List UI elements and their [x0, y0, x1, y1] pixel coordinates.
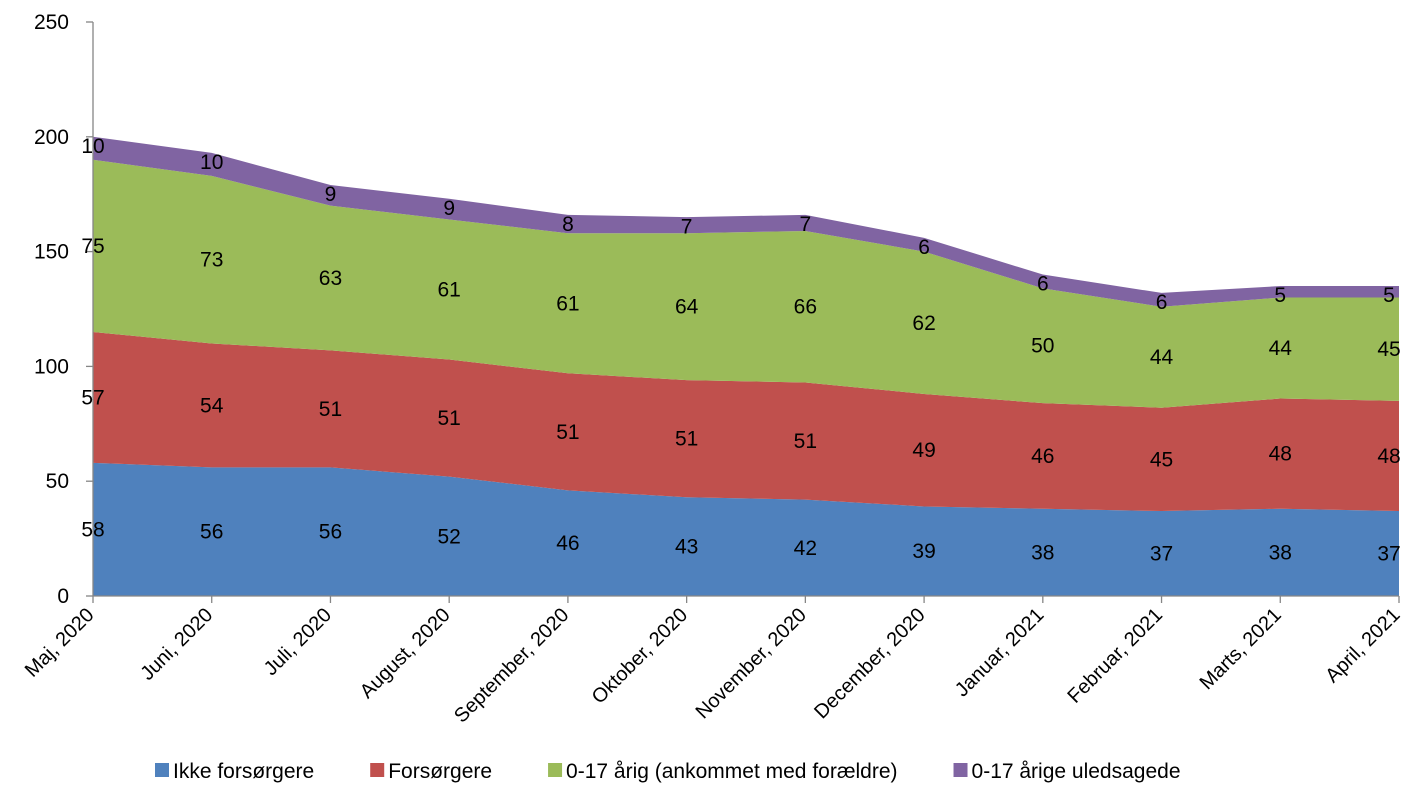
y-tick-label: 250 [34, 11, 69, 34]
data-label-fors-rgere: 46 [1031, 445, 1054, 468]
data-label-0-17-rige-uledsagede: 9 [443, 197, 455, 220]
x-tick-label: Maj, 2020 [21, 604, 99, 682]
data-label-0-17-rige-uledsagede: 5 [1383, 284, 1395, 307]
data-label-fors-rgere: 45 [1150, 448, 1173, 471]
data-label-0-17-rige-uledsagede: 6 [918, 236, 930, 259]
data-label-ikke-fors-rgere: 56 [200, 521, 223, 544]
data-label-fors-rgere: 49 [912, 439, 935, 462]
x-tick-label: Juni, 2020 [136, 604, 217, 685]
data-label-0-17-rige-uledsagede: 10 [200, 151, 223, 174]
y-tick-label: 50 [46, 470, 69, 493]
data-label-0-17-rige-uledsagede: 6 [1037, 273, 1049, 296]
data-label-fors-rgere: 54 [200, 394, 224, 417]
data-label-0-17-rig-ankommet-med-for-ldre: 64 [675, 296, 699, 319]
area-ikke-fors-rgere [93, 462, 1399, 596]
data-label-ikke-fors-rgere: 56 [319, 521, 342, 544]
x-tick-label: September, 2020 [450, 604, 573, 727]
legend-swatch-0-17-rig-ankommet-med-for-ldre [548, 763, 563, 777]
area-series-group [93, 136, 1399, 596]
y-tick-label: 100 [34, 355, 69, 378]
data-label-0-17-rige-uledsagede: 10 [81, 135, 104, 158]
data-label-fors-rgere: 48 [1269, 443, 1292, 466]
data-label-0-17-rig-ankommet-med-for-ldre: 45 [1377, 338, 1400, 361]
data-label-fors-rgere: 51 [438, 407, 461, 430]
area-0-17-rige-uledsagede [93, 136, 1399, 307]
legend-label-0-17-rig-ankommet-med-for-ldre: 0-17 årig (ankommet med forældre) [566, 760, 897, 783]
x-tick-label: November, 2020 [692, 604, 811, 723]
data-label-0-17-rig-ankommet-med-for-ldre: 61 [438, 278, 461, 301]
data-label-0-17-rig-ankommet-med-for-ldre: 73 [200, 249, 223, 272]
data-label-0-17-rig-ankommet-med-for-ldre: 62 [912, 312, 935, 335]
data-label-ikke-fors-rgere: 52 [438, 525, 461, 548]
legend-label-ikke-fors-rgere: Ikke forsørgere [173, 760, 314, 783]
data-label-0-17-rig-ankommet-med-for-ldre: 50 [1031, 335, 1054, 358]
data-label-0-17-rige-uledsagede: 7 [681, 215, 693, 238]
x-tick-label: Januar, 2021 [951, 604, 1048, 701]
data-label-0-17-rig-ankommet-med-for-ldre: 44 [1150, 346, 1174, 369]
y-tick-label: 200 [34, 126, 69, 149]
data-label-0-17-rige-uledsagede: 7 [800, 213, 812, 236]
data-label-fors-rgere: 48 [1377, 445, 1400, 468]
area-0-17-rig-ankommet-med-for-ldre [93, 159, 1399, 408]
y-tick-label: 0 [57, 585, 69, 608]
legend-swatch-fors-rgere [370, 763, 385, 777]
data-label-0-17-rig-ankommet-med-for-ldre: 63 [319, 267, 342, 290]
x-tick-label: December, 2020 [810, 604, 929, 723]
data-label-fors-rgere: 51 [794, 430, 817, 453]
x-tick-label: Marts, 2021 [1196, 604, 1286, 694]
data-label-fors-rgere: 51 [675, 428, 698, 451]
data-label-0-17-rige-uledsagede: 5 [1274, 284, 1286, 307]
data-label-ikke-fors-rgere: 58 [81, 518, 104, 541]
data-label-0-17-rige-uledsagede: 9 [325, 183, 337, 206]
data-label-0-17-rig-ankommet-med-for-ldre: 66 [794, 296, 817, 319]
x-tick-label: Oktober, 2020 [588, 604, 692, 708]
data-label-0-17-rige-uledsagede: 8 [562, 213, 574, 236]
x-tick-label: August, 2020 [356, 604, 455, 703]
legend-label-0-17-rige-uledsagede: 0-17 årige uledsagede [972, 760, 1181, 783]
area-fors-rgere [93, 331, 1399, 512]
data-label-0-17-rig-ankommet-med-for-ldre: 75 [81, 235, 104, 258]
legend-label-fors-rgere: Forsørgere [388, 760, 492, 783]
legend-swatch-ikke-fors-rgere [155, 763, 169, 777]
data-label-ikke-fors-rgere: 42 [794, 537, 817, 560]
data-label-fors-rgere: 51 [319, 398, 342, 421]
data-label-0-17-rige-uledsagede: 6 [1156, 291, 1168, 314]
data-label-ikke-fors-rgere: 43 [675, 536, 698, 559]
legend-swatch-0-17-rige-uledsagede [953, 763, 968, 777]
x-tick-label: Februar, 2021 [1063, 604, 1167, 708]
y-tick-label: 150 [34, 241, 69, 264]
data-label-0-17-rig-ankommet-med-for-ldre: 61 [556, 292, 579, 315]
data-label-ikke-fors-rgere: 38 [1269, 541, 1292, 564]
data-label-fors-rgere: 51 [556, 421, 579, 444]
x-tick-label: Juli, 2020 [260, 604, 336, 680]
data-label-ikke-fors-rgere: 38 [1031, 541, 1054, 564]
x-tick-label: April, 2021 [1321, 604, 1404, 687]
data-label-0-17-rig-ankommet-med-for-ldre: 44 [1269, 337, 1293, 360]
data-label-ikke-fors-rgere: 37 [1377, 543, 1400, 566]
legend: Ikke forsørgere Forsørgere 0-17 årig (anko… [155, 760, 1181, 783]
data-label-ikke-fors-rgere: 46 [556, 532, 579, 555]
data-label-ikke-fors-rgere: 37 [1150, 543, 1173, 566]
data-label-ikke-fors-rgere: 39 [912, 540, 935, 563]
data-label-fors-rgere: 57 [81, 386, 104, 409]
